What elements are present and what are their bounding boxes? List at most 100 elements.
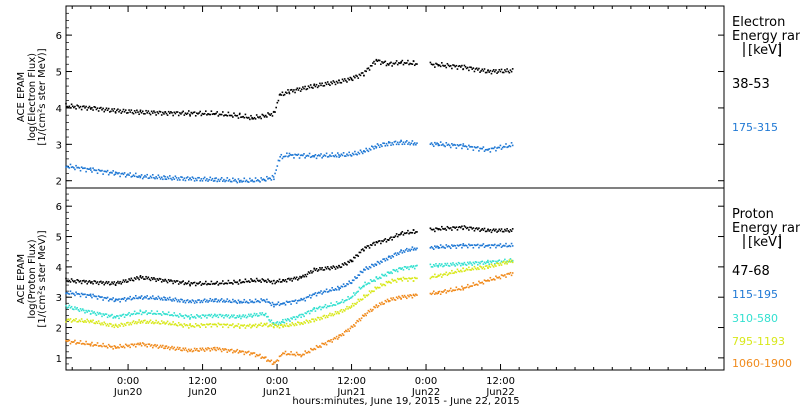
data-point [146,277,148,280]
data-point [193,326,196,328]
data-point [219,178,222,181]
data-point [293,353,296,356]
data-point [349,259,352,261]
data-point [196,282,198,285]
data-point [373,279,375,282]
data-point [489,266,492,268]
data-point [292,277,295,280]
data-point [229,316,232,318]
data-point [129,111,131,113]
data-point [277,280,280,283]
data-point [85,170,87,173]
data-point [114,112,117,114]
data-point [509,261,512,263]
data-point [387,238,390,241]
data-point [219,299,222,301]
data-point [107,343,110,346]
data-point [130,323,133,326]
data-point [386,144,389,147]
data-point [139,109,142,112]
data-point [453,289,455,292]
data-point [444,262,446,265]
data-point [330,81,332,83]
data-point [259,353,261,356]
data-point [139,321,142,323]
data-point [232,315,234,318]
data-point [234,325,236,327]
data-point [408,295,410,298]
data-point [224,323,226,326]
data-point [174,314,177,317]
data-point [249,315,251,317]
data-point [405,267,408,270]
data-point [488,230,491,232]
data-point [291,300,294,302]
data-point [136,109,138,112]
data-point [334,337,337,340]
data-point [218,282,221,285]
data-point [324,266,327,269]
data-point [283,321,286,324]
data-point [437,143,440,145]
data-point [232,298,234,301]
data-point [253,301,256,304]
data-point [307,321,310,324]
data-point [494,264,496,266]
data-point [91,341,93,344]
data-point [474,146,477,149]
data-point [236,114,239,117]
data-point [452,262,454,264]
data-point [490,279,493,281]
data-point [180,282,182,284]
data-point [361,271,364,274]
data-point [276,321,279,323]
data-point [189,177,191,180]
data-point [432,228,435,231]
data-point [183,283,186,286]
data-point [348,306,350,308]
data-point [507,261,510,263]
data-point [206,323,208,325]
data-point [173,312,176,314]
data-point [383,302,385,305]
data-point [137,312,139,315]
data-point [446,225,449,228]
data-point [361,152,364,155]
data-point [218,313,221,316]
data-point [111,345,113,348]
data-point [330,302,332,304]
data-point [347,77,349,80]
data-point [437,246,440,248]
data-point [137,342,139,345]
data-point [165,112,168,115]
data-point [143,278,145,280]
data-point [436,142,438,144]
data-point [304,322,307,324]
data-point [376,143,379,145]
data-point [141,298,144,300]
data-point [207,323,209,326]
data-point [295,276,298,279]
data-point [240,351,242,353]
data-point [166,313,169,316]
data-point [312,155,314,157]
data-point [311,155,313,158]
data-point [145,275,147,278]
data-point [299,154,302,157]
data-point [139,310,142,312]
data-point [491,278,494,281]
data-point [93,169,95,171]
data-point [150,276,153,279]
data-point [219,313,222,316]
data-point [430,276,433,279]
data-point [443,290,445,292]
data-point [284,91,287,94]
data-point [238,301,241,303]
data-point [319,318,321,321]
data-point [114,324,117,327]
data-point [164,345,167,348]
data-point [303,353,305,356]
data-point [184,347,187,350]
data-point [251,117,254,120]
data-point [378,276,381,279]
